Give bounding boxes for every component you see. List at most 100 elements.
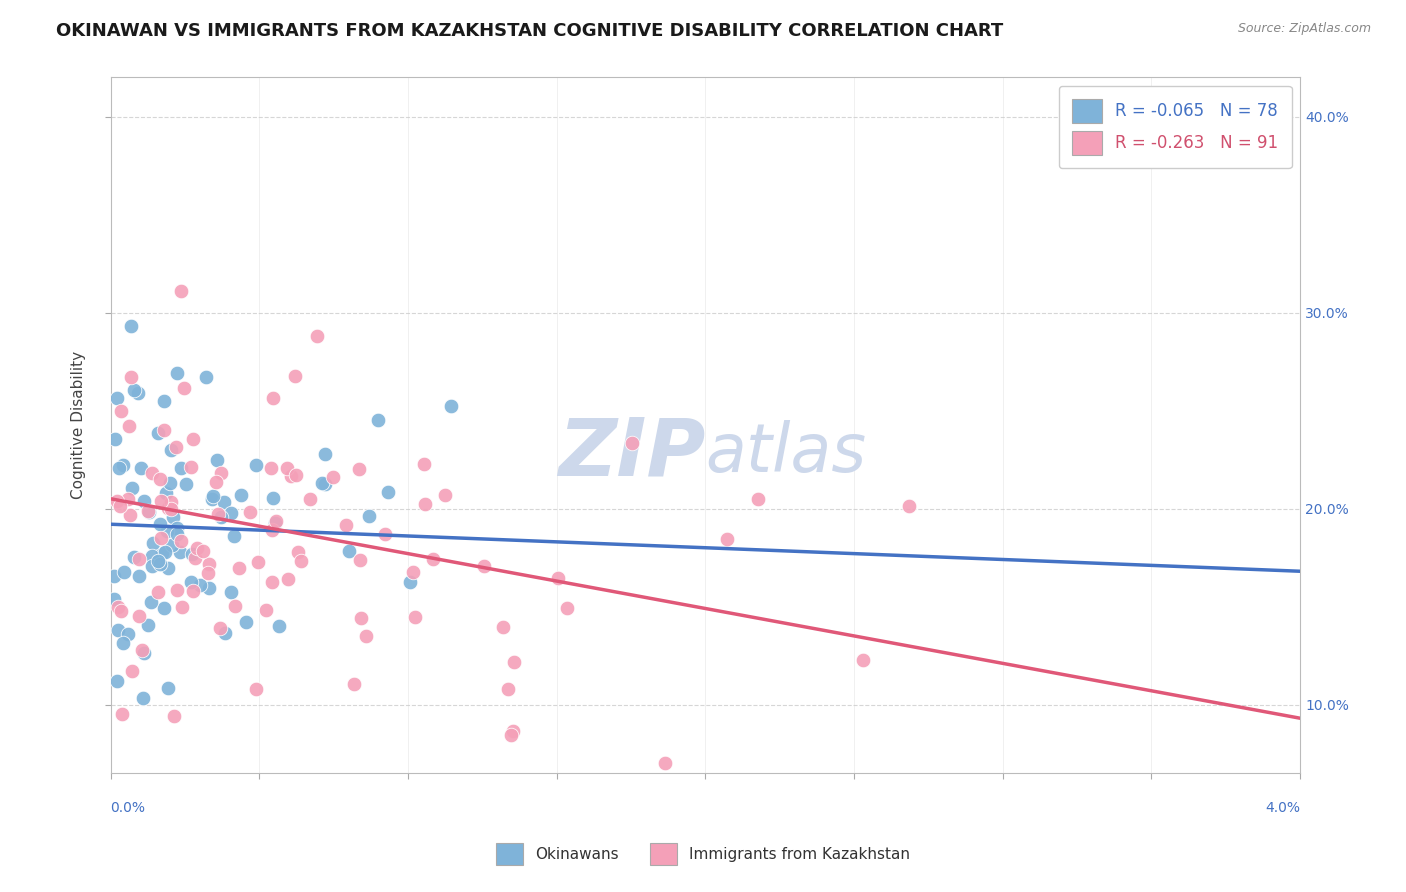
Point <box>112 565 135 579</box>
Point <box>184 551 207 566</box>
Point <box>219 506 242 520</box>
Point <box>131 642 153 657</box>
Point <box>155 545 177 559</box>
Point <box>335 517 357 532</box>
Text: 4.0%: 4.0% <box>1265 801 1301 815</box>
Point <box>193 544 215 558</box>
Point <box>112 635 135 649</box>
Point <box>153 423 176 437</box>
Point <box>254 603 277 617</box>
Point <box>202 489 225 503</box>
Point <box>149 557 172 571</box>
Text: ZIP: ZIP <box>558 414 706 492</box>
Text: Source: ZipAtlas.com: Source: ZipAtlas.com <box>1237 22 1371 36</box>
Point <box>180 574 202 589</box>
Point <box>262 391 284 405</box>
Point <box>170 461 193 475</box>
Point <box>359 508 381 523</box>
Point <box>398 574 420 589</box>
Point <box>169 545 191 559</box>
Point <box>260 461 283 475</box>
Point <box>186 541 208 555</box>
Point <box>413 497 436 511</box>
Point <box>162 510 184 524</box>
Point <box>141 559 163 574</box>
Point <box>111 707 134 722</box>
Point <box>501 728 523 742</box>
Point <box>264 514 287 528</box>
Point <box>262 491 284 505</box>
Point <box>162 538 184 552</box>
Point <box>160 501 183 516</box>
Point <box>263 516 285 530</box>
Point <box>314 477 336 491</box>
Point <box>209 510 232 524</box>
Point <box>374 527 396 541</box>
Point <box>128 609 150 624</box>
Point <box>208 621 231 635</box>
Point <box>287 544 309 558</box>
Point <box>141 595 163 609</box>
Point <box>155 486 177 500</box>
Point <box>107 623 129 637</box>
Point <box>322 470 344 484</box>
Point <box>153 393 176 408</box>
Point <box>492 620 515 634</box>
Point <box>245 682 267 697</box>
Point <box>221 584 243 599</box>
Point <box>284 368 307 383</box>
Point <box>181 547 204 561</box>
Point <box>276 461 298 475</box>
Point <box>214 625 236 640</box>
Point <box>118 419 141 434</box>
Point <box>170 284 193 298</box>
Point <box>472 558 495 573</box>
Point <box>290 554 312 568</box>
Point <box>129 460 152 475</box>
Point <box>157 500 180 515</box>
Point <box>209 466 232 480</box>
Point <box>337 544 360 558</box>
Point <box>422 552 444 566</box>
Point <box>228 560 250 574</box>
Point <box>108 461 131 475</box>
Point <box>105 391 128 405</box>
Legend: R = -0.065   N = 78, R = -0.263   N = 91: R = -0.065 N = 78, R = -0.263 N = 91 <box>1059 86 1292 168</box>
Point <box>262 574 284 589</box>
Point <box>112 458 135 472</box>
Point <box>141 549 163 563</box>
Point <box>654 756 676 771</box>
Point <box>122 384 145 398</box>
Point <box>103 569 125 583</box>
Point <box>207 507 229 521</box>
Text: atlas: atlas <box>706 420 866 486</box>
Point <box>149 493 172 508</box>
Point <box>311 475 333 490</box>
Point <box>440 399 463 413</box>
Point <box>105 493 128 508</box>
Point <box>343 677 366 691</box>
Point <box>349 462 371 476</box>
Text: 0.0%: 0.0% <box>111 801 146 815</box>
Point <box>188 578 211 592</box>
Point <box>159 442 181 457</box>
Point <box>197 566 219 580</box>
Point <box>716 533 738 547</box>
Point <box>120 370 142 384</box>
Point <box>134 646 156 660</box>
Point <box>412 458 434 472</box>
Point <box>314 447 336 461</box>
Text: OKINAWAN VS IMMIGRANTS FROM KAZAKHSTAN COGNITIVE DISABILITY CORRELATION CHART: OKINAWAN VS IMMIGRANTS FROM KAZAKHSTAN C… <box>56 22 1004 40</box>
Point <box>149 472 172 486</box>
Point <box>402 566 425 580</box>
Point <box>277 572 299 586</box>
Point <box>141 466 163 480</box>
Point <box>120 508 142 522</box>
Point <box>224 529 246 543</box>
Point <box>502 655 524 669</box>
Point <box>181 583 204 598</box>
Point <box>160 495 183 509</box>
Point <box>146 425 169 440</box>
Point <box>166 583 188 598</box>
Point <box>245 458 267 472</box>
